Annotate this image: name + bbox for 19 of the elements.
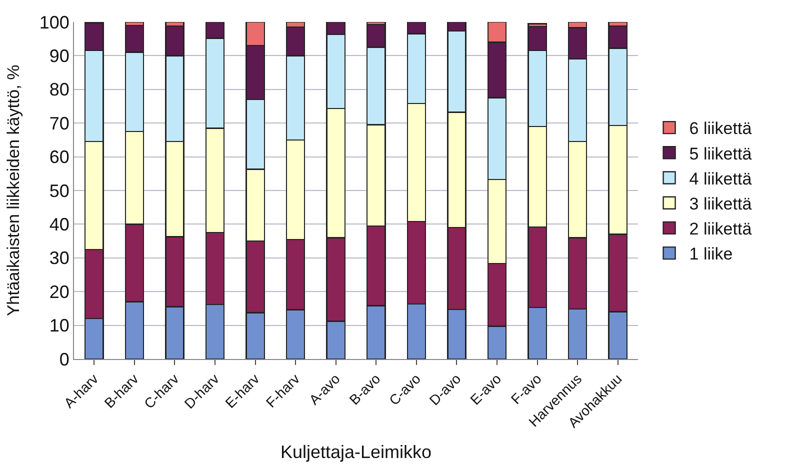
y-tick-label: 100 — [39, 12, 70, 32]
y-tick-label: 90 — [49, 46, 70, 66]
legend-label: 6 liikettä — [689, 119, 752, 138]
y-tick-label: 10 — [49, 316, 70, 336]
y-tick-label: 30 — [49, 248, 70, 268]
y-tick-label: 60 — [49, 147, 70, 168]
legend-label: 3 liikettä — [689, 194, 752, 214]
x-axis-title: Kuljettaja-Leimikko — [280, 442, 432, 462]
legend-label: 2 liikettä — [689, 220, 752, 239]
y-tick-label: 40 — [49, 214, 70, 234]
y-tick-label: 50 — [49, 180, 70, 201]
y-axis-title: Yhtäaikaisten liikkeiden käyttö, % — [4, 64, 23, 316]
y-tick-label: 0 — [59, 349, 70, 370]
y-tick-label: 70 — [49, 113, 70, 134]
legend-label: 1 liike — [689, 244, 733, 264]
y-tick-label: 80 — [49, 80, 70, 100]
legend-label: 5 liikettä — [689, 144, 752, 164]
legend-label: 4 liikettä — [689, 169, 752, 188]
y-tick-label: 20 — [49, 282, 70, 302]
